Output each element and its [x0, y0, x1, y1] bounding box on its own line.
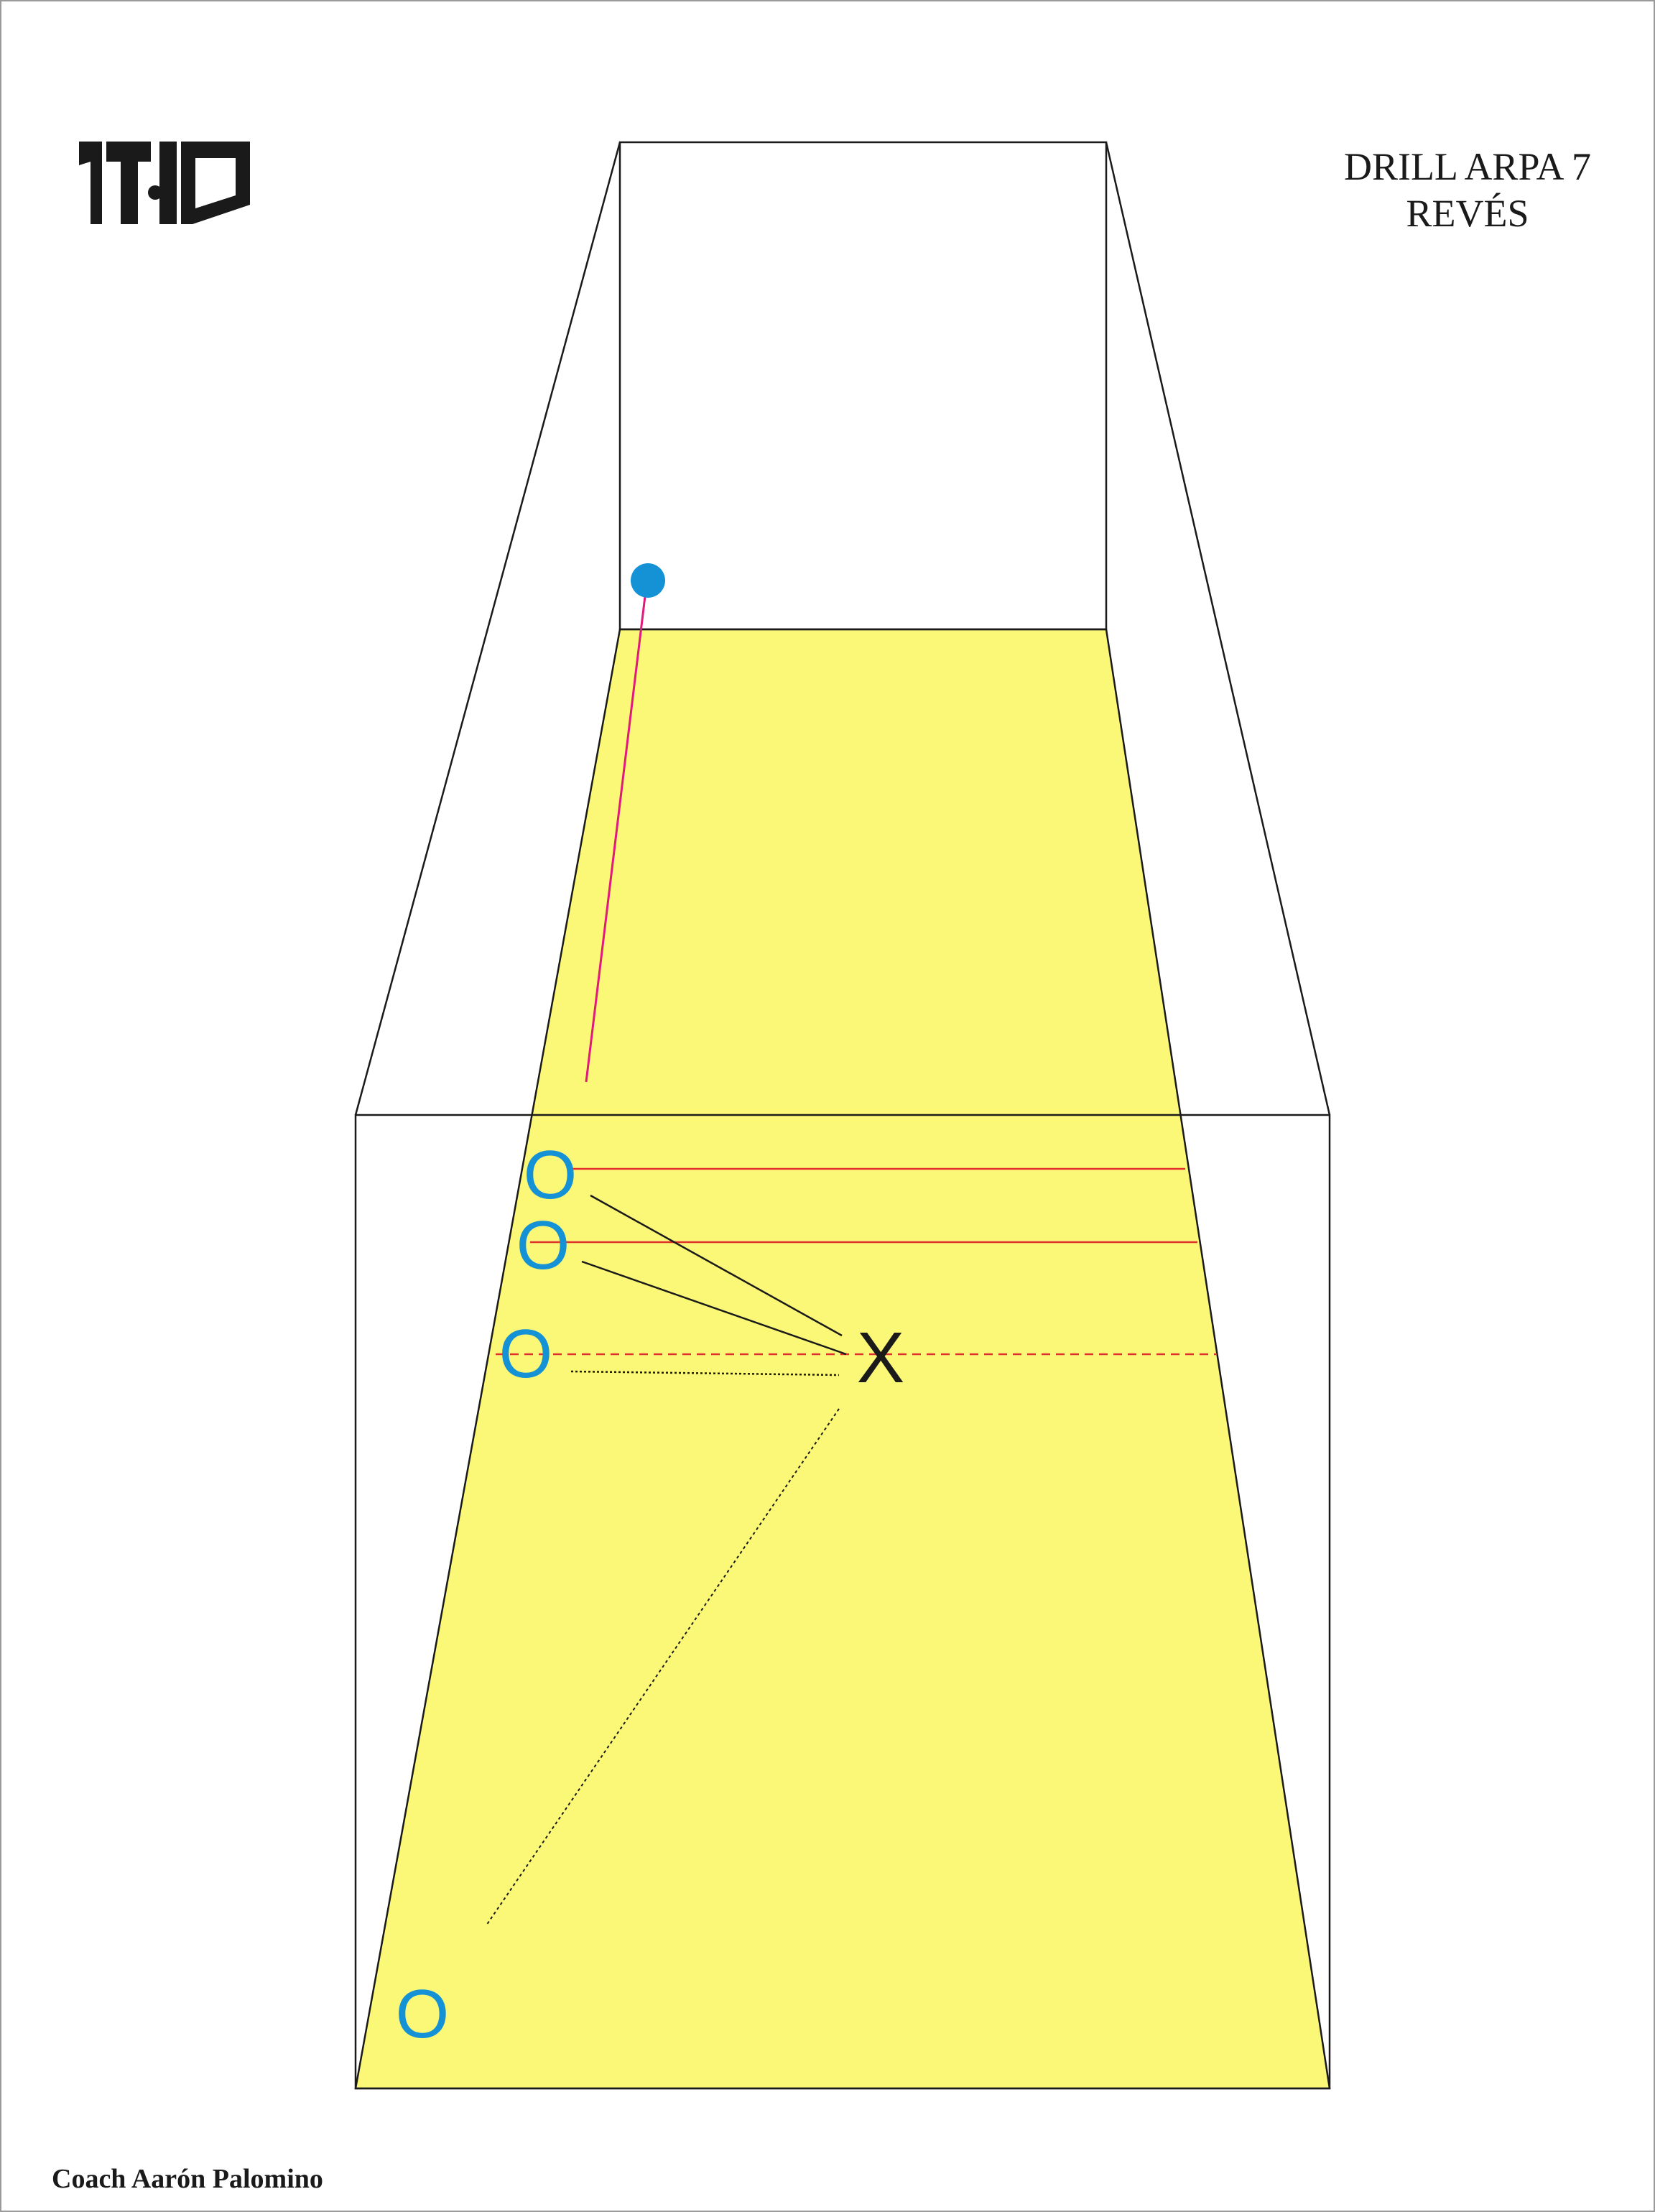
player-o-1: O [524, 1137, 578, 1213]
player-o-3: O [499, 1315, 553, 1392]
pass-line-3 [570, 1370, 840, 1376]
pass-line-4 [486, 1408, 840, 1926]
ball-icon [631, 563, 665, 598]
player-o-2: O [516, 1207, 570, 1284]
right-ceiling-edge [1105, 142, 1331, 1116]
pass-line-1 [590, 1194, 843, 1337]
coach-credit: Coach Aarón Palomino [52, 2164, 323, 2194]
drill-title: DRILL ARPA 7 [1344, 145, 1591, 188]
back-wall [354, 1114, 1331, 2090]
drill-subtitle: REVÉS [1406, 192, 1529, 235]
front-wall [618, 141, 1108, 631]
player-o-4: O [396, 1976, 450, 2053]
left-ceiling-edge [354, 142, 621, 1116]
player-x: X [857, 1318, 905, 1398]
ball-path [585, 596, 646, 1083]
logo-1t10-icon [79, 142, 250, 224]
pass-line-2 [581, 1260, 847, 1356]
